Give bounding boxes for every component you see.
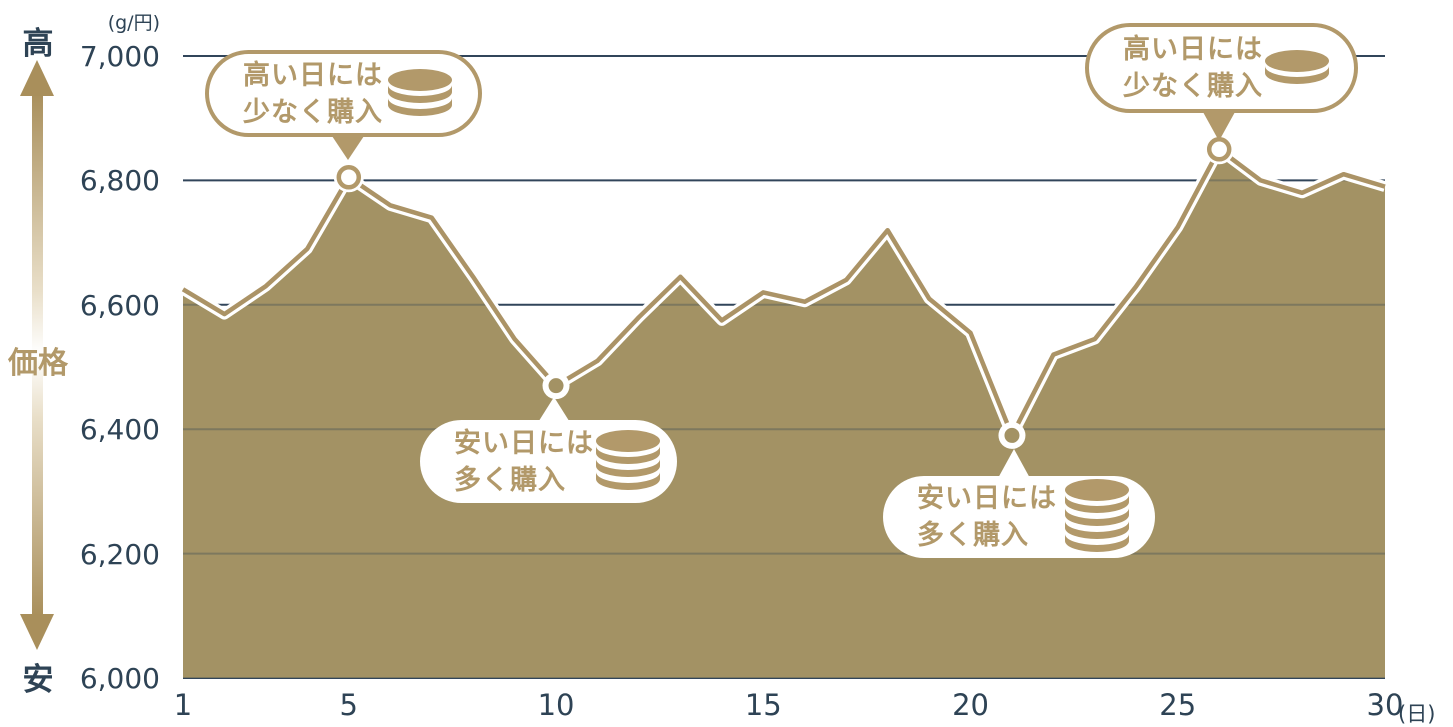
x-axis-tick: 15 <box>744 688 782 722</box>
callout-text: 高い日には 少なく購入 <box>243 59 383 128</box>
callout-pointer <box>997 449 1031 480</box>
x-axis-tick: 25 <box>1159 688 1197 722</box>
callout-text: 安い日には 多く購入 <box>917 483 1057 551</box>
callout-buy-less-1: 高い日には 少なく購入 <box>205 50 482 137</box>
x-axis-unit: (日) <box>1398 702 1436 726</box>
x-axis-tick: 30 <box>1366 688 1404 722</box>
y-axis-tick: 6,000 <box>79 662 160 695</box>
marker-peak <box>336 165 362 190</box>
coin-stack-icon <box>1263 49 1331 88</box>
y-axis-tick: 7,000 <box>79 40 160 73</box>
y-axis-tick: 6,200 <box>79 537 160 571</box>
callout-buy-less-2: 高い日には 少なく購入 <box>1085 23 1358 113</box>
y-axis-unit: (g/円) <box>107 12 160 34</box>
y-axis-tick: 6,600 <box>79 288 160 322</box>
y-axis-tick: 6,800 <box>79 164 160 198</box>
x-axis-tick: 20 <box>952 688 989 722</box>
high-label: 高 <box>22 26 54 62</box>
callout-buy-more-1: 安い日には 多く購入 <box>420 420 677 503</box>
price-axis-label: 価格 <box>8 346 68 381</box>
callout-pointer <box>537 397 571 424</box>
price-arrow-up-icon <box>20 60 54 96</box>
y-axis-tick: 6,400 <box>79 413 160 447</box>
price-area <box>183 149 1385 679</box>
price-line <box>181 147 1386 438</box>
callout-pointer <box>1203 112 1235 141</box>
x-axis-tick: 5 <box>339 688 358 722</box>
price-arrow-down-icon <box>20 614 54 650</box>
marker-dip <box>1004 427 1020 443</box>
x-axis-tick: 10 <box>537 688 575 722</box>
callout-text: 安い日には 多く購入 <box>454 427 594 496</box>
callout-buy-more-2: 安い日には 多く購入 <box>883 476 1155 558</box>
callout-text: 高い日には 少なく購入 <box>1123 34 1263 102</box>
price-arrow-shaft <box>32 92 43 616</box>
marker-dip <box>548 378 564 394</box>
callout-pointer <box>332 136 364 160</box>
x-axis-tick: 1 <box>173 688 193 722</box>
marker-peak <box>1206 137 1232 162</box>
coin-stack-icon <box>594 429 662 494</box>
coin-stack-icon <box>386 68 454 120</box>
coin-stack-icon <box>1063 478 1131 556</box>
low-label: 安 <box>22 662 54 698</box>
